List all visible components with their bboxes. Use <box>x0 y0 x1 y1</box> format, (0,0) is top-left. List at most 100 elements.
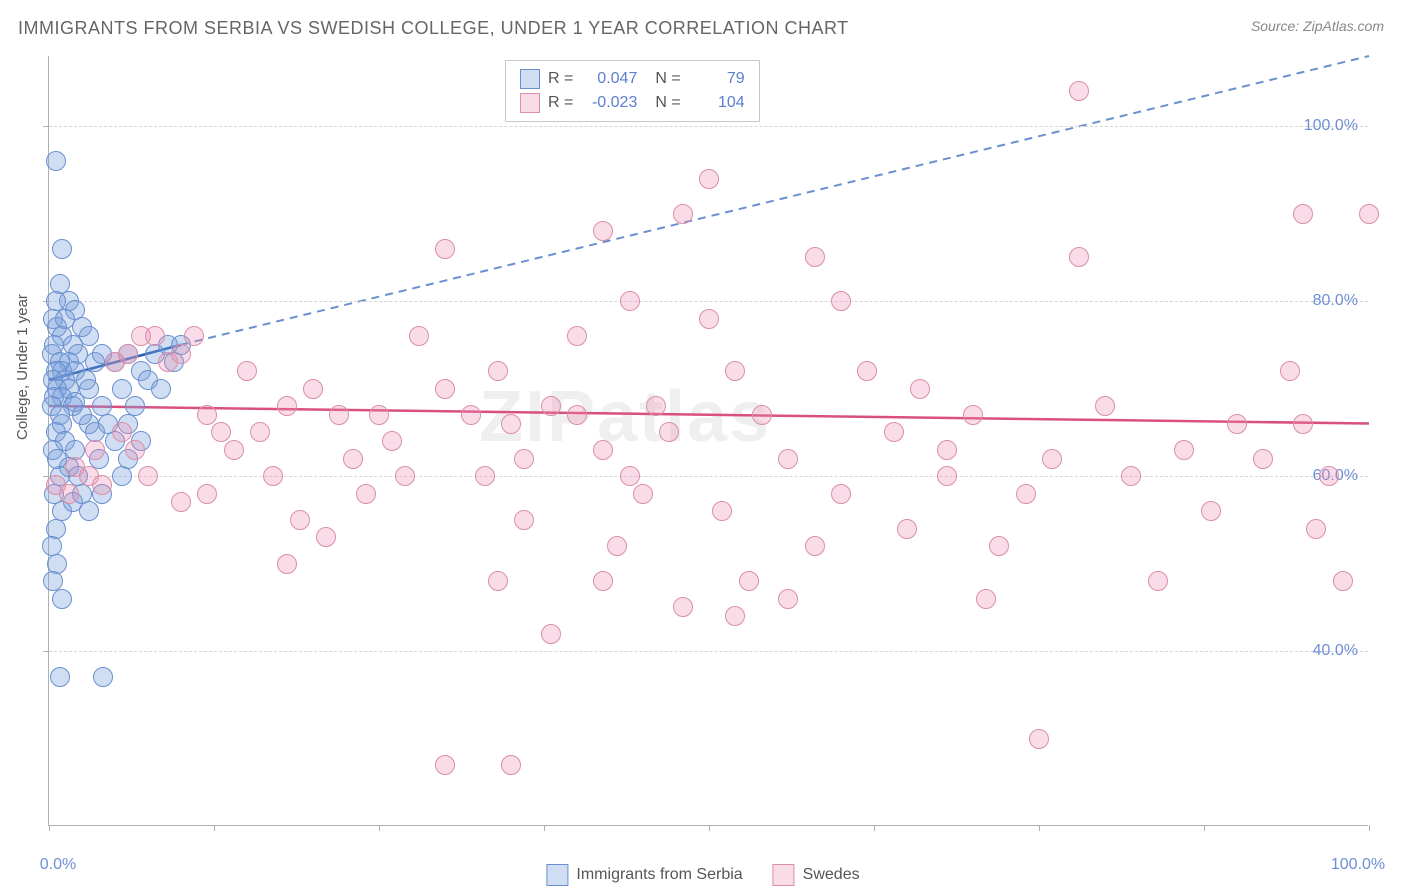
chart-title: IMMIGRANTS FROM SERBIA VS SWEDISH COLLEG… <box>18 18 849 39</box>
legend-swatch <box>773 864 795 886</box>
x-axis-max-label: 100.0% <box>1331 856 1385 874</box>
data-point <box>778 589 798 609</box>
data-point <box>1095 396 1115 416</box>
data-point <box>567 405 587 425</box>
data-point <box>752 405 772 425</box>
data-point <box>567 326 587 346</box>
data-point <box>725 606 745 626</box>
data-point <box>1069 81 1089 101</box>
legend-n-label: N = <box>655 91 680 115</box>
gridline <box>49 301 1368 302</box>
legend-row: R =0.047N =79 <box>520 67 745 91</box>
data-point <box>937 440 957 460</box>
data-point <box>976 589 996 609</box>
legend-row: R =-0.023N =104 <box>520 91 745 115</box>
data-point <box>316 527 336 547</box>
data-point <box>1121 466 1141 486</box>
data-point <box>1069 247 1089 267</box>
data-point <box>712 501 732 521</box>
legend-r-label: R = <box>548 67 573 91</box>
data-point <box>197 484 217 504</box>
data-point <box>725 361 745 381</box>
data-point <box>897 519 917 539</box>
data-point <box>303 379 323 399</box>
source-label: Source: ZipAtlas.com <box>1251 18 1384 34</box>
legend-series-name: Immigrants from Serbia <box>576 866 742 883</box>
data-point <box>171 344 191 364</box>
data-point <box>52 239 72 259</box>
data-point <box>475 466 495 486</box>
data-point <box>290 510 310 530</box>
data-point <box>50 667 70 687</box>
data-point <box>1016 484 1036 504</box>
data-point <box>805 536 825 556</box>
data-point <box>369 405 389 425</box>
data-point <box>1333 571 1353 591</box>
data-point <box>514 449 534 469</box>
data-point <box>488 571 508 591</box>
data-point <box>673 597 693 617</box>
data-point <box>112 422 132 442</box>
data-point <box>514 510 534 530</box>
data-point <box>1293 414 1313 434</box>
x-axis-min-label: 0.0% <box>40 856 76 874</box>
data-point <box>224 440 244 460</box>
data-point <box>541 624 561 644</box>
data-point <box>171 492 191 512</box>
data-point <box>778 449 798 469</box>
data-point <box>739 571 759 591</box>
data-point <box>989 536 1009 556</box>
data-point <box>92 475 112 495</box>
y-tick-label: 40.0% <box>1313 642 1358 660</box>
data-point <box>1280 361 1300 381</box>
y-tick-label: 80.0% <box>1313 292 1358 310</box>
data-point <box>59 484 79 504</box>
data-point <box>118 344 138 364</box>
data-point <box>659 422 679 442</box>
data-point <box>884 422 904 442</box>
data-point <box>138 466 158 486</box>
data-point <box>435 239 455 259</box>
y-axis-label: College, Under 1 year <box>14 294 31 440</box>
data-point <box>620 291 640 311</box>
data-point <box>607 536 627 556</box>
legend-n-label: N = <box>655 67 680 91</box>
data-point <box>488 361 508 381</box>
data-point <box>435 379 455 399</box>
data-point <box>831 484 851 504</box>
legend-n-value: 104 <box>689 91 745 115</box>
data-point <box>633 484 653 504</box>
data-point <box>620 466 640 486</box>
legend-item: Swedes <box>773 864 860 886</box>
data-point <box>356 484 376 504</box>
plot-area: ZIPatlas 40.0%60.0%80.0%100.0% <box>48 56 1368 826</box>
data-point <box>910 379 930 399</box>
data-point <box>184 326 204 346</box>
gridline <box>49 651 1368 652</box>
data-point <box>831 291 851 311</box>
legend-item: Immigrants from Serbia <box>546 864 742 886</box>
data-point <box>1148 571 1168 591</box>
data-point <box>277 554 297 574</box>
data-point <box>963 405 983 425</box>
data-point <box>382 431 402 451</box>
data-point <box>1319 466 1339 486</box>
gridline <box>49 476 1368 477</box>
gridline <box>49 126 1368 127</box>
data-point <box>1042 449 1062 469</box>
data-point <box>112 379 132 399</box>
data-point <box>646 396 666 416</box>
data-point <box>699 169 719 189</box>
data-point <box>1201 501 1221 521</box>
correlation-legend: R =0.047N =79R =-0.023N =104 <box>505 60 760 122</box>
data-point <box>461 405 481 425</box>
legend-r-label: R = <box>548 91 573 115</box>
data-point <box>151 379 171 399</box>
legend-swatch <box>546 864 568 886</box>
legend-swatch <box>520 69 540 89</box>
data-point <box>263 466 283 486</box>
data-point <box>1227 414 1247 434</box>
legend-series-name: Swedes <box>803 866 860 883</box>
data-point <box>501 755 521 775</box>
data-point <box>1253 449 1273 469</box>
